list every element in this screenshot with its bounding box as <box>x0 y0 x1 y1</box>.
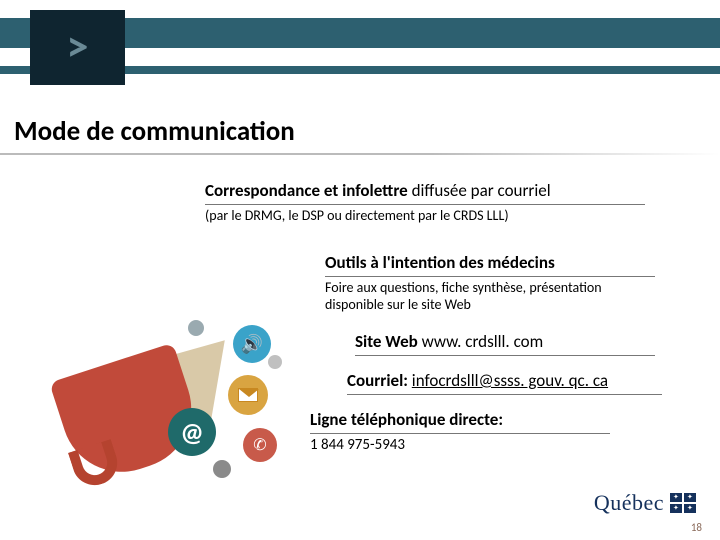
dot-icon <box>268 355 282 369</box>
speaker-icon: 🔊 <box>233 325 271 363</box>
divider <box>347 394 662 395</box>
divider <box>310 433 610 434</box>
divider <box>205 204 645 205</box>
outils-sub: Foire aux questions, fiche synthèse, pré… <box>325 279 655 313</box>
megaphone-illustration: @ 🔊 ✆ <box>18 310 293 520</box>
block-courriel: Courriel: infocrdslll@ssss. gouv. qc. ca <box>347 370 662 395</box>
divider <box>355 355 655 356</box>
phone-icon: ✆ <box>243 428 277 462</box>
title-underline <box>0 153 720 155</box>
quebec-text: Québec <box>594 490 664 516</box>
divider <box>325 276 655 277</box>
block-tel: Ligne téléphonique directe: 1 844 975-59… <box>310 409 610 454</box>
mail-icon <box>228 375 268 415</box>
courriel-label: Courriel: <box>347 370 412 391</box>
tel-number: 1 844 975-5943 <box>310 436 610 454</box>
dot-icon <box>188 320 204 336</box>
block-site: Site Web www. crdslll. com <box>355 331 655 356</box>
corr-main: Correspondance et infolettre <box>205 180 408 201</box>
block-outils: Outils à l'intention des médecins Foire … <box>325 252 655 313</box>
block-title: Correspondance et infolettre diffusée pa… <box>205 180 645 201</box>
at-icon: @ <box>168 408 216 456</box>
block-correspondance: Correspondance et infolettre diffusée pa… <box>205 180 645 224</box>
header-band: > <box>0 18 720 78</box>
chevron-icon: > <box>67 24 89 68</box>
corr-tail: diffusée par courriel <box>408 180 551 201</box>
courriel-link[interactable]: infocrdslll@ssss. gouv. qc. ca <box>412 370 608 391</box>
corr-sub: (par le DRMG, le DSP ou directement par … <box>205 207 645 224</box>
block-title: Courriel: infocrdslll@ssss. gouv. qc. ca <box>347 370 662 391</box>
outils-title: Outils à l'intention des médecins <box>325 252 555 273</box>
site-url: www. crdslll. com <box>422 331 544 352</box>
tel-label: Ligne téléphonique directe: <box>310 409 503 430</box>
block-title: Ligne téléphonique directe: <box>310 409 610 430</box>
dot-icon <box>213 460 231 478</box>
header-badge: > <box>30 10 125 85</box>
block-title: Site Web www. crdslll. com <box>355 331 655 352</box>
quebec-logo: Québec <box>594 490 696 516</box>
block-title: Outils à l'intention des médecins <box>325 252 655 273</box>
page-number: 18 <box>691 521 702 534</box>
site-label: Site Web <box>355 331 422 352</box>
page-title: Mode de communication <box>14 115 295 148</box>
quebec-flag-icon <box>670 493 696 513</box>
